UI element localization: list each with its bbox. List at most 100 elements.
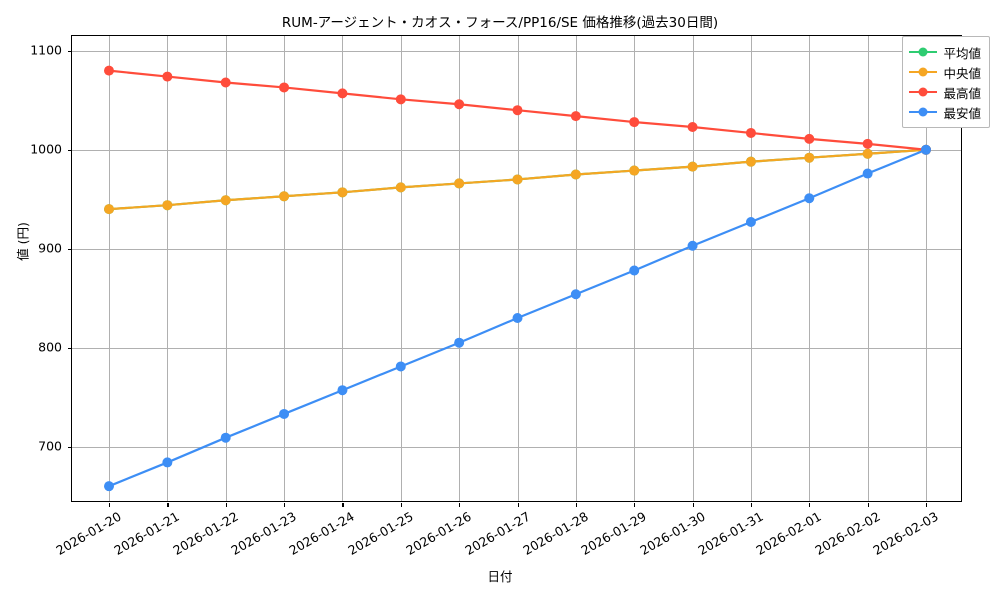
- data-point: [629, 265, 640, 276]
- gridline-vertical: [284, 36, 286, 501]
- data-point: [687, 240, 698, 251]
- series-中央値: [104, 144, 931, 215]
- gridline-vertical: [400, 36, 402, 501]
- data-point: [862, 138, 873, 149]
- legend-dot-icon: [918, 67, 928, 77]
- data-point: [687, 161, 698, 172]
- x-tick-label: 2026-01-22: [170, 508, 241, 558]
- y-tick-label: 1100: [30, 42, 62, 58]
- chart-legend: 平均値中央値最高値最安値: [902, 36, 990, 128]
- data-point: [687, 122, 698, 133]
- y-tick-label: 800: [38, 339, 62, 355]
- data-point: [512, 105, 523, 116]
- x-tick-mark: [342, 503, 344, 507]
- legend-item-平均値[interactable]: 平均値: [909, 42, 981, 62]
- data-point: [337, 187, 348, 198]
- data-point: [395, 94, 406, 105]
- legend-item-最安値[interactable]: 最安値: [909, 102, 981, 122]
- x-tick-mark: [109, 503, 111, 507]
- x-tick-mark: [459, 503, 461, 507]
- x-tick-mark: [400, 503, 402, 507]
- y-tick-mark: [68, 347, 72, 349]
- data-point: [862, 168, 873, 179]
- data-point: [804, 193, 815, 204]
- data-point: [279, 191, 290, 202]
- data-point: [104, 65, 114, 76]
- legend-dot-icon: [918, 107, 928, 117]
- x-tick-mark: [167, 503, 169, 507]
- legend-label: 平均値: [943, 45, 981, 61]
- y-tick-mark: [68, 50, 72, 53]
- gridline-vertical: [225, 36, 227, 501]
- x-tick-label: 2026-01-25: [345, 508, 416, 558]
- legend-marker-icon: [909, 85, 938, 99]
- legend-label: 中央値: [943, 65, 981, 81]
- gridline-vertical: [342, 36, 344, 501]
- y-tick-label: 900: [38, 240, 62, 256]
- data-point: [745, 127, 756, 138]
- legend-dot-icon: [918, 87, 928, 97]
- x-axis-label: 日付: [487, 569, 513, 584]
- data-point: [570, 289, 581, 300]
- data-point: [629, 117, 640, 128]
- legend-label: 最安値: [943, 105, 981, 121]
- gridline-vertical: [926, 36, 927, 501]
- data-point: [862, 148, 873, 159]
- y-tick-mark: [68, 149, 72, 151]
- x-tick-mark: [867, 503, 869, 507]
- data-point: [395, 361, 406, 372]
- x-tick-mark: [692, 503, 694, 507]
- x-tick-mark: [634, 503, 636, 507]
- data-point: [279, 408, 290, 419]
- series-最高値: [104, 65, 931, 155]
- chart-title: RUM-アージェント・カオス・フォース/PP16/SE 価格推移(過去30日間): [281, 15, 719, 31]
- gridline-vertical: [692, 36, 694, 501]
- legend-label: 最高値: [943, 85, 981, 101]
- legend-item-中央値[interactable]: 中央値: [909, 62, 981, 82]
- data-point: [512, 312, 523, 323]
- x-tick-mark: [575, 503, 578, 507]
- data-point: [220, 432, 231, 443]
- gridline-horizontal: [72, 149, 961, 151]
- gridline-vertical: [167, 36, 169, 501]
- y-tick-mark: [68, 248, 72, 250]
- gridline-horizontal: [72, 446, 961, 448]
- data-point: [921, 144, 931, 155]
- data-point: [804, 152, 815, 163]
- x-tick-mark: [284, 503, 286, 507]
- data-point: [162, 71, 173, 82]
- y-tick-mark: [68, 446, 72, 448]
- data-point: [454, 178, 465, 189]
- data-point: [337, 88, 348, 99]
- x-tick-mark: [517, 503, 519, 507]
- gridline-vertical: [459, 36, 461, 501]
- data-point: [220, 77, 231, 88]
- data-point: [454, 99, 465, 110]
- gridline-vertical: [517, 36, 519, 501]
- legend-marker-icon: [909, 105, 938, 119]
- x-tick-mark: [750, 503, 753, 507]
- x-tick-label: 2026-01-24: [286, 508, 358, 558]
- data-point: [804, 133, 815, 144]
- data-point: [279, 82, 290, 93]
- x-tick-label: 2026-02-02: [812, 508, 883, 558]
- gridline-vertical: [575, 36, 577, 501]
- x-tick-label: 2026-02-01: [753, 508, 825, 558]
- legend-item-最高値[interactable]: 最高値: [909, 82, 981, 102]
- gridline-horizontal: [72, 347, 961, 349]
- legend-dot-icon: [918, 47, 928, 57]
- data-point: [454, 337, 465, 348]
- gridline-vertical: [109, 36, 110, 501]
- gridline-vertical: [750, 36, 752, 501]
- gridline-horizontal: [72, 50, 961, 52]
- data-point: [629, 165, 640, 176]
- data-point: [104, 204, 114, 215]
- legend-marker-icon: [909, 65, 938, 79]
- gridline-horizontal: [72, 248, 961, 250]
- gridline-vertical: [809, 36, 811, 501]
- x-tick-mark: [809, 503, 811, 507]
- data-point: [745, 156, 756, 167]
- data-point: [570, 111, 581, 122]
- data-point: [162, 457, 173, 468]
